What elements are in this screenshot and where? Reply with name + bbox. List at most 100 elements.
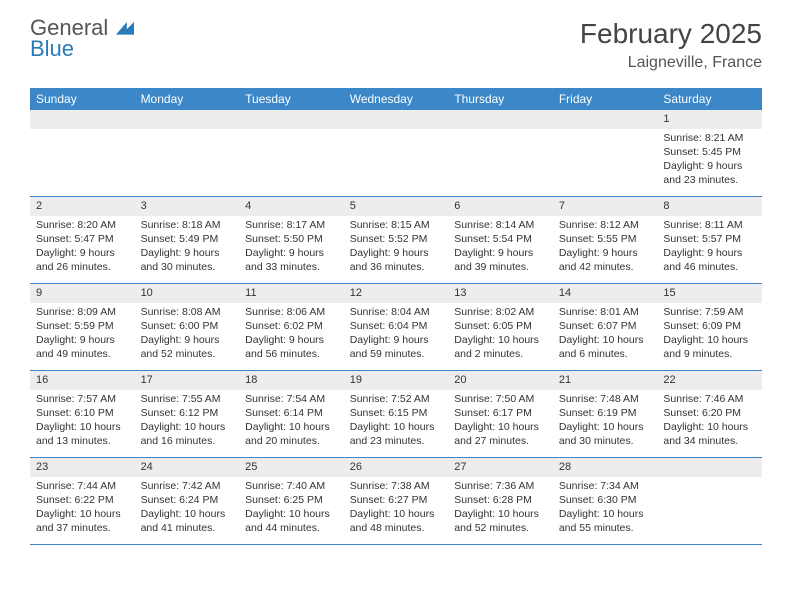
calendar-week: 2Sunrise: 8:20 AMSunset: 5:47 PMDaylight… [30, 197, 762, 284]
day-header-cell: Monday [135, 88, 240, 110]
cell-sunset: Sunset: 5:50 PM [245, 232, 338, 246]
calendar-cell: 12Sunrise: 8:04 AMSunset: 6:04 PMDayligh… [344, 284, 449, 370]
calendar-cell [657, 458, 762, 544]
day-number: 21 [553, 371, 658, 390]
cell-daylight2: and 39 minutes. [454, 260, 547, 274]
calendar-cell: 15Sunrise: 7:59 AMSunset: 6:09 PMDayligh… [657, 284, 762, 370]
calendar-cell: 6Sunrise: 8:14 AMSunset: 5:54 PMDaylight… [448, 197, 553, 283]
cell-daylight1: Daylight: 10 hours [36, 420, 129, 434]
calendar-cell: 7Sunrise: 8:12 AMSunset: 5:55 PMDaylight… [553, 197, 658, 283]
cell-sunrise: Sunrise: 8:04 AM [350, 305, 443, 319]
day-number: 27 [448, 458, 553, 477]
calendar-cell [135, 110, 240, 196]
brand-text: General Blue [30, 18, 134, 60]
cell-sunrise: Sunrise: 8:20 AM [36, 218, 129, 232]
cell-body: Sunrise: 7:46 AMSunset: 6:20 PMDaylight:… [657, 390, 762, 453]
month-title: February 2025 [580, 18, 762, 50]
cell-daylight2: and 30 minutes. [559, 434, 652, 448]
cell-body: Sunrise: 8:11 AMSunset: 5:57 PMDaylight:… [657, 216, 762, 279]
cell-daylight2: and 2 minutes. [454, 347, 547, 361]
cell-body: Sunrise: 7:48 AMSunset: 6:19 PMDaylight:… [553, 390, 658, 453]
cell-daylight1: Daylight: 9 hours [663, 159, 756, 173]
cell-sunrise: Sunrise: 8:06 AM [245, 305, 338, 319]
cell-daylight2: and 49 minutes. [36, 347, 129, 361]
cell-sunrise: Sunrise: 7:50 AM [454, 392, 547, 406]
day-header-row: SundayMondayTuesdayWednesdayThursdayFrid… [30, 88, 762, 110]
cell-daylight1: Daylight: 10 hours [454, 333, 547, 347]
cell-sunset: Sunset: 6:00 PM [141, 319, 234, 333]
calendar-week: 16Sunrise: 7:57 AMSunset: 6:10 PMDayligh… [30, 371, 762, 458]
cell-daylight1: Daylight: 10 hours [559, 333, 652, 347]
cell-body: Sunrise: 7:52 AMSunset: 6:15 PMDaylight:… [344, 390, 449, 453]
location: Laigneville, France [580, 54, 762, 72]
day-number: 26 [344, 458, 449, 477]
calendar-week: 23Sunrise: 7:44 AMSunset: 6:22 PMDayligh… [30, 458, 762, 545]
cell-daylight2: and 37 minutes. [36, 521, 129, 535]
day-number: 2 [30, 197, 135, 216]
cell-sunset: Sunset: 5:45 PM [663, 145, 756, 159]
cell-daylight2: and 56 minutes. [245, 347, 338, 361]
cell-sunset: Sunset: 6:27 PM [350, 493, 443, 507]
calendar-cell: 22Sunrise: 7:46 AMSunset: 6:20 PMDayligh… [657, 371, 762, 457]
cell-body: Sunrise: 8:12 AMSunset: 5:55 PMDaylight:… [553, 216, 658, 279]
cell-body: Sunrise: 8:15 AMSunset: 5:52 PMDaylight:… [344, 216, 449, 279]
calendar-cell: 27Sunrise: 7:36 AMSunset: 6:28 PMDayligh… [448, 458, 553, 544]
cell-body: Sunrise: 7:59 AMSunset: 6:09 PMDaylight:… [657, 303, 762, 366]
calendar-cell: 14Sunrise: 8:01 AMSunset: 6:07 PMDayligh… [553, 284, 658, 370]
cell-daylight1: Daylight: 10 hours [454, 420, 547, 434]
calendar-cell: 8Sunrise: 8:11 AMSunset: 5:57 PMDaylight… [657, 197, 762, 283]
cell-sunset: Sunset: 5:59 PM [36, 319, 129, 333]
cell-daylight2: and 59 minutes. [350, 347, 443, 361]
calendar-week: 1Sunrise: 8:21 AMSunset: 5:45 PMDaylight… [30, 110, 762, 197]
day-number: 15 [657, 284, 762, 303]
cell-daylight2: and 41 minutes. [141, 521, 234, 535]
title-block: February 2025 Laigneville, France [580, 18, 762, 72]
day-number [344, 110, 449, 129]
cell-daylight2: and 23 minutes. [350, 434, 443, 448]
day-number: 7 [553, 197, 658, 216]
cell-sunset: Sunset: 6:02 PM [245, 319, 338, 333]
cell-sunset: Sunset: 6:14 PM [245, 406, 338, 420]
cell-body: Sunrise: 7:44 AMSunset: 6:22 PMDaylight:… [30, 477, 135, 540]
cell-sunset: Sunset: 5:57 PM [663, 232, 756, 246]
day-number: 18 [239, 371, 344, 390]
cell-daylight1: Daylight: 9 hours [663, 246, 756, 260]
cell-daylight1: Daylight: 10 hours [36, 507, 129, 521]
cell-daylight1: Daylight: 10 hours [350, 420, 443, 434]
cell-daylight1: Daylight: 10 hours [141, 420, 234, 434]
header: General Blue February 2025 Laigneville, … [0, 0, 792, 80]
calendar-cell: 17Sunrise: 7:55 AMSunset: 6:12 PMDayligh… [135, 371, 240, 457]
cell-daylight1: Daylight: 9 hours [350, 333, 443, 347]
cell-sunset: Sunset: 6:22 PM [36, 493, 129, 507]
day-number [30, 110, 135, 129]
day-number [657, 458, 762, 477]
day-number: 14 [553, 284, 658, 303]
cell-sunrise: Sunrise: 7:57 AM [36, 392, 129, 406]
cell-daylight1: Daylight: 9 hours [36, 246, 129, 260]
cell-sunset: Sunset: 5:55 PM [559, 232, 652, 246]
calendar-cell: 10Sunrise: 8:08 AMSunset: 6:00 PMDayligh… [135, 284, 240, 370]
calendar-cell: 13Sunrise: 8:02 AMSunset: 6:05 PMDayligh… [448, 284, 553, 370]
cell-sunrise: Sunrise: 7:48 AM [559, 392, 652, 406]
cell-sunrise: Sunrise: 7:44 AM [36, 479, 129, 493]
wing-icon [116, 18, 134, 32]
day-number: 8 [657, 197, 762, 216]
calendar-cell: 16Sunrise: 7:57 AMSunset: 6:10 PMDayligh… [30, 371, 135, 457]
calendar-cell: 25Sunrise: 7:40 AMSunset: 6:25 PMDayligh… [239, 458, 344, 544]
cell-sunrise: Sunrise: 8:11 AM [663, 218, 756, 232]
calendar-cell: 21Sunrise: 7:48 AMSunset: 6:19 PMDayligh… [553, 371, 658, 457]
calendar-cell: 9Sunrise: 8:09 AMSunset: 5:59 PMDaylight… [30, 284, 135, 370]
cell-sunset: Sunset: 5:49 PM [141, 232, 234, 246]
cell-sunset: Sunset: 6:17 PM [454, 406, 547, 420]
day-number: 25 [239, 458, 344, 477]
calendar-cell: 11Sunrise: 8:06 AMSunset: 6:02 PMDayligh… [239, 284, 344, 370]
cell-body: Sunrise: 8:17 AMSunset: 5:50 PMDaylight:… [239, 216, 344, 279]
cell-sunset: Sunset: 5:52 PM [350, 232, 443, 246]
cell-daylight1: Daylight: 9 hours [245, 333, 338, 347]
cell-body: Sunrise: 8:04 AMSunset: 6:04 PMDaylight:… [344, 303, 449, 366]
day-number [448, 110, 553, 129]
cell-daylight2: and 55 minutes. [559, 521, 652, 535]
cell-daylight2: and 52 minutes. [454, 521, 547, 535]
calendar-cell: 19Sunrise: 7:52 AMSunset: 6:15 PMDayligh… [344, 371, 449, 457]
cell-body: Sunrise: 8:08 AMSunset: 6:00 PMDaylight:… [135, 303, 240, 366]
